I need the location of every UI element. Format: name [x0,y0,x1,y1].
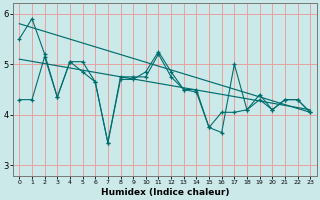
X-axis label: Humidex (Indice chaleur): Humidex (Indice chaleur) [100,188,229,197]
